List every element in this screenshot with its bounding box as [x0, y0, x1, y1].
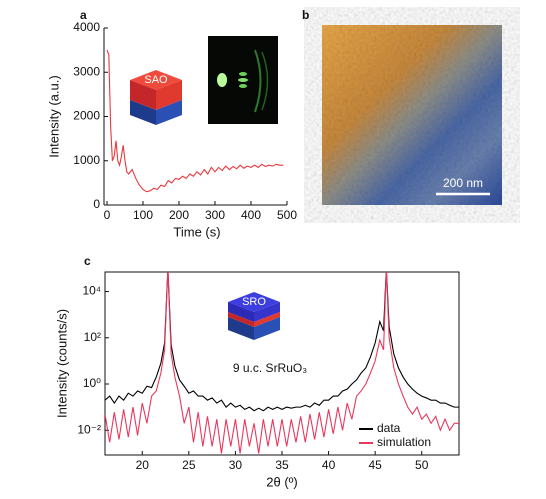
y-tick-label: 4000 [73, 20, 100, 34]
y-tick-label: 2000 [73, 109, 100, 123]
x-tick-label: 300 [205, 208, 225, 222]
x-tick-label: 40 [322, 458, 336, 472]
data-line [105, 272, 459, 412]
x-tick-label: 100 [133, 208, 153, 222]
x-tick-label: 35 [275, 458, 289, 472]
annotation: 9 u.c. SrRuO₃ [233, 361, 307, 375]
sro-inset [228, 292, 280, 340]
y-axis-label: Intensity (counts/s) [54, 309, 69, 418]
x-tick-label: 45 [368, 458, 382, 472]
x-tick-label: 0 [104, 208, 111, 222]
plot-area [106, 49, 284, 193]
y-tick-label: 10⁰ [83, 376, 101, 390]
x-tick-label: 30 [229, 458, 243, 472]
panel-label: b [302, 8, 309, 22]
y-axis-label: Intensity (a.u.) [46, 75, 61, 157]
plot-area [105, 272, 459, 454]
y-tick-label: 0 [93, 197, 100, 211]
x-tick-label: 50 [415, 458, 429, 472]
panel-label: c [84, 254, 91, 268]
rheed-image [208, 36, 278, 124]
legend-label: data [377, 421, 401, 435]
afm-image [322, 25, 502, 205]
y-tick-label: 3000 [73, 64, 100, 78]
data-line [106, 49, 284, 193]
y-tick-label: 10⁴ [82, 284, 101, 298]
x-tick-label: 25 [182, 458, 196, 472]
inset-label: SRO [242, 296, 266, 308]
x-tick-label: 500 [277, 208, 297, 222]
sao-inset [130, 70, 182, 125]
data-line [105, 272, 459, 454]
x-axis-label: 2θ (º) [266, 474, 297, 489]
scale-bar-label: 200 nm [443, 176, 483, 190]
y-tick-label: 1000 [73, 153, 100, 167]
y-tick-label: 10⁻² [77, 422, 101, 436]
y-tick-label: 10² [84, 330, 101, 344]
x-tick-label: 400 [241, 208, 261, 222]
panel-label: a [80, 8, 87, 22]
x-axis-label: Time (s) [173, 224, 220, 239]
inset-label: SAO [144, 74, 168, 86]
x-tick-label: 200 [169, 208, 189, 222]
legend-label: simulation [377, 435, 431, 449]
x-tick-label: 20 [136, 458, 150, 472]
